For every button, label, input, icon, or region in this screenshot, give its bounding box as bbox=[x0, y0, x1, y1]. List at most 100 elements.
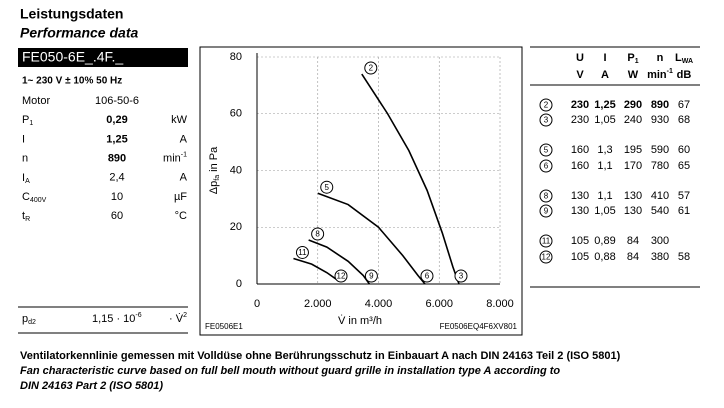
text-part: C bbox=[22, 191, 30, 203]
row-id-circle bbox=[539, 159, 553, 173]
text-part: L bbox=[675, 52, 682, 64]
table-cell: 58 bbox=[678, 251, 690, 263]
curve-end-label-circle bbox=[420, 269, 434, 283]
table-cell: 68 bbox=[678, 114, 690, 126]
column-unit: min-1 bbox=[647, 68, 673, 81]
row-id-circle bbox=[539, 250, 553, 264]
spec-label: tR bbox=[22, 210, 30, 223]
curve-end-label-circle bbox=[454, 269, 468, 283]
text-part: -1 bbox=[667, 68, 673, 75]
spec-value: 0,29 bbox=[106, 114, 127, 126]
spec-value: 60 bbox=[111, 210, 123, 222]
column-unit: W bbox=[628, 69, 639, 81]
spec-label: P1 bbox=[22, 114, 33, 127]
footer-text: Fan characteristic curve based on full b… bbox=[20, 365, 560, 377]
curve-end-label: 9 bbox=[369, 272, 374, 281]
x-tick-label: 6.000 bbox=[425, 298, 453, 310]
table-cell: 170 bbox=[624, 160, 642, 172]
y-tick-label: 80 bbox=[230, 51, 242, 63]
curve-start-label: 11 bbox=[298, 248, 307, 257]
table-cell: 1,05 bbox=[594, 205, 615, 217]
spec-value: 890 bbox=[108, 153, 126, 165]
text-part: p bbox=[22, 313, 28, 325]
table-cell: 590 bbox=[651, 144, 669, 156]
table-cell: 130 bbox=[624, 190, 642, 202]
curve-end-label-circle bbox=[364, 269, 378, 283]
table-cell: 67 bbox=[678, 99, 690, 111]
subtitle: Performance data bbox=[20, 25, 138, 41]
row-id-circle bbox=[539, 113, 553, 127]
table-cell: 1,25 bbox=[594, 99, 615, 111]
table-cell: 240 bbox=[624, 114, 642, 126]
text-part: R bbox=[25, 217, 30, 224]
table-cell: 65 bbox=[678, 160, 690, 172]
row-id: 5 bbox=[544, 146, 549, 155]
text-part: d2 bbox=[28, 319, 36, 326]
column-unit: dB bbox=[677, 69, 692, 81]
table-cell: 130 bbox=[571, 190, 589, 202]
chart-frame bbox=[199, 46, 523, 336]
column-header: I bbox=[603, 52, 606, 64]
spec-label: n bbox=[22, 153, 28, 165]
column-header: U bbox=[576, 52, 584, 64]
x-tick-label: 2.000 bbox=[304, 298, 332, 310]
text-part: 2 bbox=[183, 312, 187, 319]
curve-start-label-circle bbox=[364, 61, 378, 75]
x-axis-label: V̇ in m³/h bbox=[338, 314, 382, 327]
column-unit: A bbox=[601, 69, 609, 81]
chart-note: FE0506EQ4F6XV801 bbox=[440, 322, 518, 331]
text-part: WA bbox=[682, 58, 693, 65]
column-header: n bbox=[657, 52, 664, 64]
table-cell: 290 bbox=[624, 99, 642, 111]
x-tick-label: 4.000 bbox=[365, 298, 393, 310]
text-part: -6 bbox=[135, 312, 141, 319]
y-tick-label: 20 bbox=[230, 221, 242, 233]
spec-value: 2,4 bbox=[109, 172, 124, 184]
row-id: 12 bbox=[542, 253, 551, 262]
table-cell: 890 bbox=[651, 99, 669, 111]
table-cell: 930 bbox=[651, 114, 669, 126]
curve-start-label-circle bbox=[311, 227, 325, 241]
table-cell: 0,89 bbox=[594, 235, 615, 247]
row-id: 6 bbox=[544, 162, 549, 171]
table-cell: 1,3 bbox=[597, 144, 612, 156]
column-header: LWA bbox=[675, 52, 693, 65]
table-cell: 105 bbox=[571, 235, 589, 247]
text-part: min bbox=[647, 69, 667, 81]
table-cell: 540 bbox=[651, 205, 669, 217]
table-cell: 160 bbox=[571, 144, 589, 156]
curve-end-label: 12 bbox=[337, 272, 346, 281]
spec-label: IA bbox=[22, 172, 30, 185]
spec-label: I bbox=[22, 133, 25, 145]
text-part: I bbox=[22, 172, 25, 184]
row-id: 11 bbox=[542, 237, 551, 246]
table-cell: 380 bbox=[651, 251, 669, 263]
row-id-circle bbox=[539, 189, 553, 203]
table-cell: 57 bbox=[678, 190, 690, 202]
footer-text: Ventilatorkennlinie gemessen mit Volldüs… bbox=[20, 350, 621, 362]
supply: 1~ 230 V ± 10% 50 Hz bbox=[22, 76, 122, 87]
text-part: P bbox=[627, 52, 634, 64]
table-cell: 300 bbox=[651, 235, 669, 247]
table-cell: 780 bbox=[651, 160, 669, 172]
table-cell: 410 bbox=[651, 190, 669, 202]
curve-start-label: 5 bbox=[325, 183, 330, 192]
spec-unit: kW bbox=[171, 114, 188, 126]
table-cell: 230 bbox=[571, 114, 589, 126]
spec-unit: A bbox=[180, 172, 188, 184]
pd2-value: 1,15 · 10-6 bbox=[92, 312, 142, 325]
table-cell: 61 bbox=[678, 205, 690, 217]
chart-note: FE0506E1 bbox=[205, 322, 243, 331]
table-cell: 130 bbox=[624, 205, 642, 217]
row-id-circle bbox=[539, 234, 553, 248]
curve-start-label-circle bbox=[295, 245, 309, 259]
text-part: 1,15 · 10 bbox=[92, 313, 135, 325]
table-cell: 1,1 bbox=[597, 190, 612, 202]
column-header: P1 bbox=[627, 52, 638, 65]
row-id: 8 bbox=[544, 192, 549, 201]
spec-unit: A bbox=[180, 133, 188, 145]
text-part: A bbox=[25, 178, 30, 185]
table-cell: 60 bbox=[678, 144, 690, 156]
fan-curve bbox=[317, 192, 426, 285]
